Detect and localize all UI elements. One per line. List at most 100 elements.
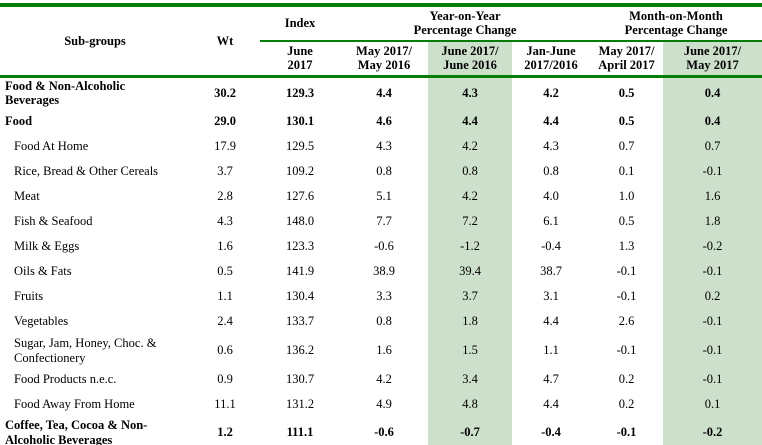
cpi-subgroups-table: Sub-groups Wt Index Year-on-Year Percent…	[0, 3, 762, 445]
value-cell: 127.6	[285, 189, 315, 204]
table-row: Food Away From Home 11.1 131.2 4.9 4.8 4.4 0.2…	[0, 392, 762, 417]
row-label: Vegetables	[14, 314, 69, 329]
value-cell: -0.1	[616, 425, 637, 440]
table-row: Fruits 1.1 130.4 3.3 3.7 3.1 -0.1 0.2	[0, 284, 762, 309]
value-cell: 4.2	[428, 184, 512, 209]
value-cell: 38.9	[373, 264, 395, 279]
value-cell: 30.2	[214, 86, 236, 101]
value-cell: -0.1	[663, 334, 762, 367]
col-header-wt: Wt	[190, 5, 260, 78]
value-cell: 2.4	[217, 314, 233, 329]
value-cell: 109.2	[285, 164, 315, 179]
header-row-groups: Sub-groups Wt Index Year-on-Year Percent…	[0, 5, 762, 78]
table-row: Vegetables 2.4 133.7 0.8 1.8 4.4 2.6 -0.1	[0, 309, 762, 334]
value-cell: 131.2	[285, 397, 315, 412]
value-cell: -0.6	[374, 425, 394, 440]
value-cell: 4.8	[428, 392, 512, 417]
table-body: Food & Non-Alcoholic Beverages 30.2 129.3 4…	[0, 76, 762, 445]
value-cell: 3.3	[376, 289, 392, 304]
value-cell: 111.1	[286, 425, 314, 440]
col-header-index-group: Index	[260, 5, 340, 42]
row-label: Food	[5, 114, 33, 129]
value-cell: 0.5	[217, 264, 233, 279]
value-cell: 4.2	[376, 372, 392, 387]
value-cell: 0.5	[618, 114, 635, 129]
value-cell: 0.9	[217, 372, 233, 387]
row-label: Meat	[14, 189, 40, 204]
value-cell: 4.2	[428, 134, 512, 159]
value-cell: 4.4	[428, 109, 512, 134]
value-cell: -0.1	[663, 259, 762, 284]
value-cell: 0.8	[376, 164, 392, 179]
row-label: Rice, Bread & Other Cereals	[14, 164, 159, 179]
row-label: Sugar, Jam, Honey, Choc. & Confectionery	[14, 336, 157, 365]
value-cell: 7.7	[376, 214, 392, 229]
value-cell: 1.8	[428, 309, 512, 334]
value-cell: 0.2	[618, 372, 635, 387]
value-cell: 4.4	[543, 114, 559, 129]
value-cell: 3.7	[217, 164, 233, 179]
value-cell: 1.6	[376, 343, 392, 358]
value-cell: 4.2	[543, 86, 559, 101]
value-cell: 39.4	[428, 259, 512, 284]
value-cell: 1.3	[618, 239, 635, 254]
value-cell: -0.4	[541, 425, 561, 440]
value-cell: 4.4	[543, 397, 559, 412]
value-cell: 5.1	[376, 189, 392, 204]
value-cell: 4.3	[376, 139, 392, 154]
value-cell: 4.4	[543, 314, 559, 329]
value-cell: -0.2	[663, 417, 762, 445]
table-row: Fish & Seafood 4.3 148.0 7.7 7.2 6.1 0.5 1.8	[0, 209, 762, 234]
value-cell: 136.2	[285, 343, 315, 358]
row-label: Fruits	[14, 289, 44, 304]
value-cell: -0.1	[616, 289, 637, 304]
col-header-yoy-group: Year-on-Year Percentage Change	[340, 5, 591, 42]
value-cell: 11.1	[214, 397, 236, 412]
value-cell: 0.8	[376, 314, 392, 329]
value-cell: -0.6	[374, 239, 394, 254]
value-cell: 2.8	[217, 189, 233, 204]
value-cell: 4.7	[543, 372, 559, 387]
col-header-mom-may: May 2017/ April 2017	[590, 40, 664, 78]
value-cell: -0.1	[663, 309, 762, 334]
value-cell: 0.2	[618, 397, 635, 412]
value-cell: 1.6	[663, 184, 762, 209]
value-cell: 148.0	[285, 214, 315, 229]
table-row: Coffee, Tea, Cocoa & Non- Alcoholic Beve…	[0, 417, 762, 445]
row-label: Oils & Fats	[14, 264, 72, 279]
value-cell: 0.1	[663, 392, 762, 417]
value-cell: -0.1	[616, 343, 637, 358]
value-cell: 3.1	[543, 289, 559, 304]
value-cell: 0.2	[663, 284, 762, 309]
col-header-yoy-may: May 2017/ May 2016	[340, 40, 428, 78]
row-label: Food Away From Home	[14, 397, 135, 412]
header-row-periods: June 2017 May 2017/ May 2016 June 2017/ …	[0, 40, 762, 78]
value-cell: 1.8	[663, 209, 762, 234]
col-header-yoy-june: June 2017/ June 2016	[428, 40, 512, 78]
value-cell: 0.7	[618, 139, 635, 154]
value-cell: -0.7	[428, 417, 512, 445]
value-cell: 0.5	[618, 214, 635, 229]
value-cell: 0.8	[428, 159, 512, 184]
table-row: Sugar, Jam, Honey, Choc. & Confectionery…	[0, 334, 762, 367]
value-cell: 1.5	[428, 334, 512, 367]
table-row: Oils & Fats 0.5 141.9 38.9 39.4 38.7 -0.1 -0.1	[0, 259, 762, 284]
row-label: Coffee, Tea, Cocoa & Non- Alcoholic Beve…	[5, 418, 148, 445]
value-cell: -0.1	[616, 264, 637, 279]
value-cell: 2.6	[618, 314, 635, 329]
value-cell: 38.7	[540, 264, 562, 279]
value-cell: 0.1	[618, 164, 635, 179]
table-header: Sub-groups Wt Index Year-on-Year Percent…	[0, 5, 762, 78]
col-header-index-june-2017: June 2017	[260, 40, 340, 78]
value-cell: 0.4	[663, 76, 762, 109]
value-cell: 17.9	[214, 139, 236, 154]
value-cell: 4.0	[543, 189, 559, 204]
col-header-yoy-janjune: Jan-June 2017/2016	[512, 40, 591, 78]
row-label: Food At Home	[14, 139, 89, 154]
value-cell: 3.7	[428, 284, 512, 309]
value-cell: 129.5	[285, 139, 315, 154]
value-cell: 1.0	[618, 189, 635, 204]
value-cell: 0.4	[663, 109, 762, 134]
value-cell: 4.4	[376, 86, 392, 101]
table-row: Rice, Bread & Other Cereals 3.7 109.2 0.8 0.…	[0, 159, 762, 184]
